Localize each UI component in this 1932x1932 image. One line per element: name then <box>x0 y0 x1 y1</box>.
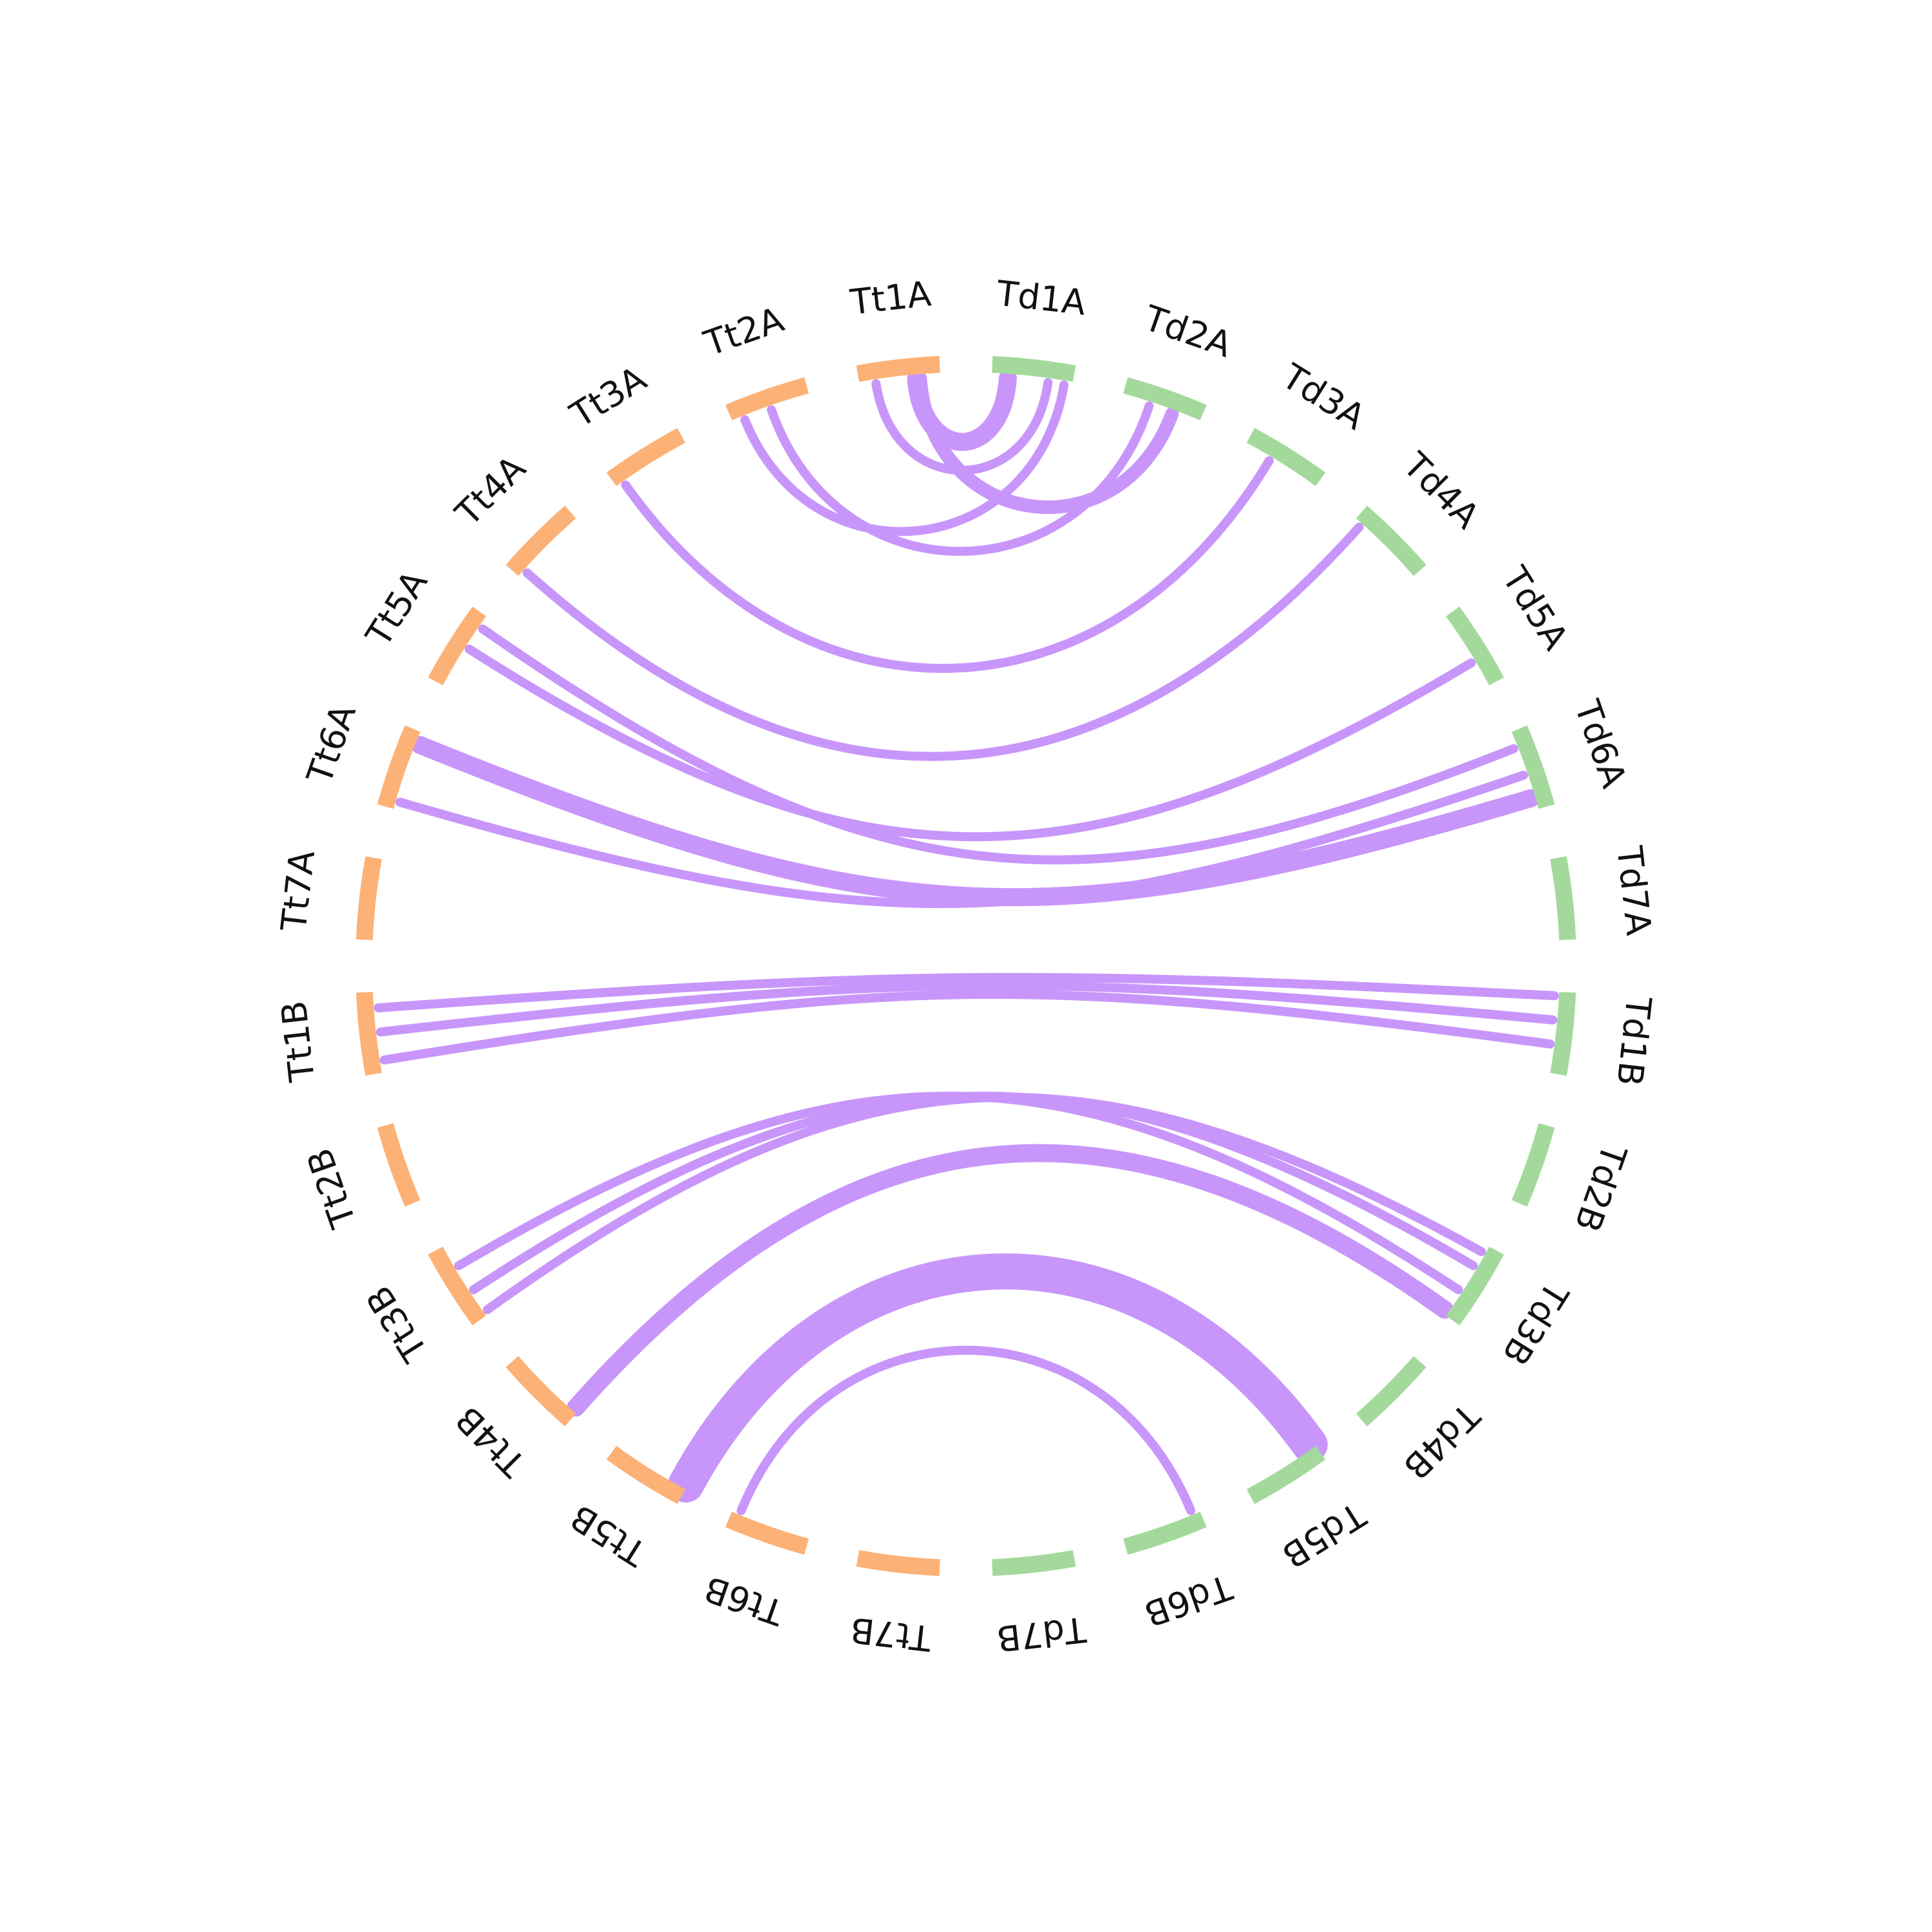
sector-tt2a <box>725 377 809 421</box>
sector-label-td2a: Td2A <box>1139 298 1237 366</box>
sector-label-tt4a: Tt4A <box>448 448 534 534</box>
sector-label-td6a: Td6A <box>1566 694 1634 793</box>
sector-tt5a <box>428 606 486 686</box>
sector-label-tt7b: Tt7B <box>848 1609 934 1659</box>
sector-tt7b <box>856 1549 940 1577</box>
link-td4a-tt4a-6 <box>522 522 1364 761</box>
link-td1b-tt1b-13 <box>379 989 1555 1065</box>
sector-label-td1a: Td1A <box>994 273 1088 323</box>
sector-label-td3a: Td3A <box>1274 355 1372 438</box>
sector-td4a <box>1356 506 1426 576</box>
sector-td5a <box>1446 606 1504 686</box>
sector-label-td4a: Td4A <box>1395 444 1487 536</box>
sector-td3b <box>1446 1246 1504 1326</box>
sector-td5b <box>1246 1446 1326 1504</box>
sector-label-tt6b: Tt6B <box>699 1568 790 1633</box>
link-td2a-tt2a-4 <box>766 401 1154 556</box>
sector-label-td5a: Td5A <box>1494 559 1577 657</box>
sector-tt6a <box>377 725 421 809</box>
sector-label-tt7a: Tt7A <box>273 848 323 934</box>
sector-tt3b <box>428 1246 486 1326</box>
sector-label-td7b: Td7B <box>994 1609 1088 1659</box>
link-td5a-tt5a-7 <box>464 644 1476 842</box>
sector-label-td4b: Td4B <box>1396 1395 1488 1487</box>
sector-label-tt1a: Tt1A <box>848 273 933 323</box>
sector-label-td7a: Td7A <box>1609 844 1659 938</box>
link-td3a-tt3a-5 <box>621 456 1274 673</box>
link-td6a-tt6a-10 <box>410 735 1540 907</box>
link-td1a-tt2a-2 <box>740 380 1069 536</box>
link-td2a-tt1a-3 <box>913 372 1179 514</box>
link-td1a-tt1a-0 <box>871 377 1053 475</box>
sector-label-td1b: Td1B <box>1609 994 1659 1088</box>
sector-td3a <box>1246 428 1326 486</box>
sector-label-td2b: Td2B <box>1567 1139 1635 1237</box>
sector-label-tt2a: Tt2A <box>699 299 789 364</box>
sector-td1a <box>992 355 1076 383</box>
link-td1b-tt1b-12 <box>375 981 1558 1037</box>
sector-tt7a <box>355 856 383 940</box>
sector-label-tt4b: Tt4B <box>448 1398 534 1484</box>
sector-label-tt3b: Tt3B <box>358 1278 436 1369</box>
sector-label-tt6a: Tt6A <box>299 699 364 790</box>
sector-tt1b <box>355 992 383 1076</box>
sector-tt5b <box>606 1446 686 1504</box>
sector-td7a <box>1549 856 1577 940</box>
link-td3b-tt4b-17 <box>567 1144 1454 1417</box>
sectors-layer <box>355 355 1577 1577</box>
sector-td7b <box>992 1549 1076 1577</box>
link-td5b-tt5b-18 <box>668 1253 1328 1503</box>
link-td6b-tt6b-19 <box>736 1345 1196 1515</box>
sector-tt1a <box>856 355 940 383</box>
sector-tt3a <box>606 428 686 486</box>
link-td1b-tt1b-11 <box>374 972 1559 1012</box>
sector-td6a <box>1511 725 1555 809</box>
sector-td1b <box>1549 992 1577 1076</box>
sector-label-tt2b: Tt2B <box>299 1143 364 1233</box>
link-td3b-tt3b-16 <box>454 1092 1463 1294</box>
sector-label-tt5b: Tt5B <box>564 1497 654 1575</box>
sector-td6b <box>1123 1511 1207 1555</box>
link-td6a-tt5a-8 <box>478 624 1519 865</box>
sector-td4b <box>1356 1356 1426 1426</box>
sector-label-tt1b: Tt1B <box>273 999 323 1084</box>
sector-tt4b <box>506 1356 576 1426</box>
sector-label-td6b: Td6B <box>1139 1566 1238 1634</box>
sector-label-tt3a: Tt3A <box>563 358 654 436</box>
sector-tt4a <box>506 506 576 576</box>
sector-tt2b <box>377 1123 421 1207</box>
sector-label-tt5a: Tt5A <box>358 564 436 654</box>
links-layer <box>374 369 1559 1515</box>
sector-label-td3b: Td3B <box>1494 1274 1577 1372</box>
sector-label-td5b: Td5B <box>1275 1494 1373 1577</box>
sector-td2b <box>1511 1123 1555 1207</box>
sector-tt6b <box>725 1511 809 1555</box>
sector-td2a <box>1123 377 1207 421</box>
